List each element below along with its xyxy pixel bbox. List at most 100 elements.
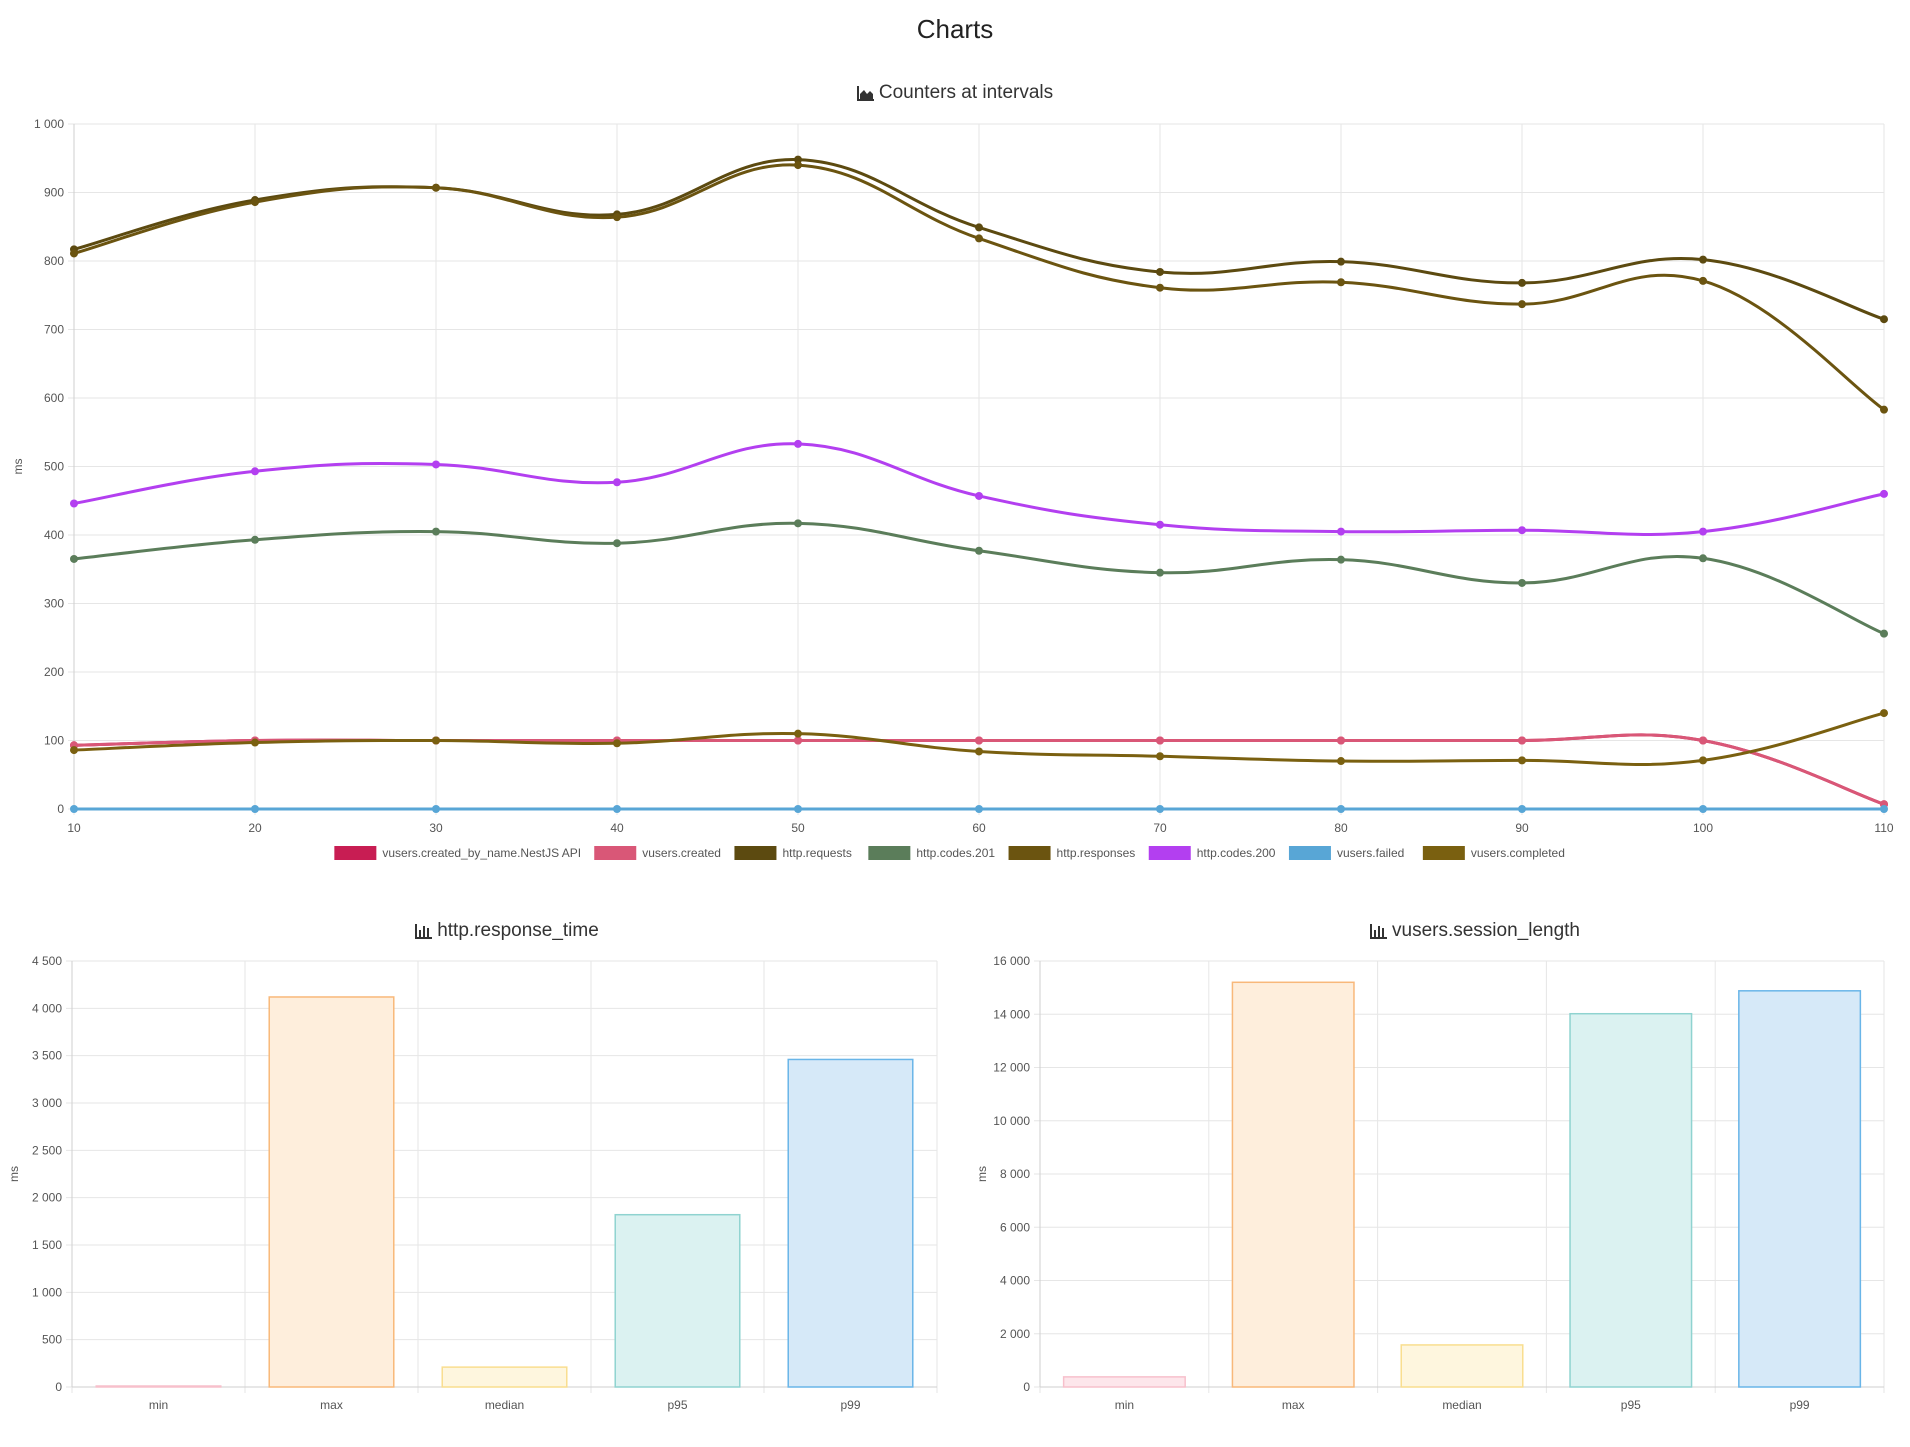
y-tick-label: 3 500 [32,1049,62,1063]
y-tick-label: 0 [57,802,64,816]
y-tick-label: 1 000 [32,1285,62,1299]
data-point [1337,555,1345,564]
legend-item[interactable]: vusers.created_by_name.NestJS API [334,846,581,860]
data-point [794,729,802,738]
bar [95,1385,222,1388]
x-tick-label: 10 [67,821,81,835]
legend-swatch [1008,846,1051,860]
data-point [1880,805,1888,813]
x-tick-label: min [1115,1398,1134,1412]
data-point [613,213,621,222]
data-point [1699,276,1707,285]
data-point [251,535,259,544]
data-point [1156,805,1164,813]
session-length-chart: 0 2 000 4 000 6 000 8 000 10 000 12 000 14 000 1… [975,954,1885,1412]
legend-label: http.codes.200 [1197,846,1276,860]
data-point [794,736,802,745]
y-tick-label: 4 000 [1000,1274,1030,1288]
data-point [1156,736,1164,745]
x-tick-label: 90 [1515,821,1529,835]
legend-swatch [594,846,637,860]
legend-label: http.responses [1057,846,1136,860]
x-tick-label: median [485,1398,524,1412]
data-point [432,527,440,536]
bar-chart-icon [415,924,433,939]
data-point [432,460,440,469]
data-point [1699,736,1707,745]
y-tick-label: 2 000 [1000,1327,1030,1341]
x-tick-label: p95 [667,1398,687,1412]
data-point [1156,568,1164,577]
legend-item[interactable]: vusers.completed [1422,846,1565,860]
data-point [70,249,78,258]
x-tick-label: 20 [248,821,262,835]
y-tick-label: 100 [44,734,64,748]
data-point [1156,267,1164,276]
y-tick-label: 10 000 [993,1114,1030,1128]
data-point [794,805,802,813]
x-tick-label: 100 [1693,821,1713,835]
data-point [613,805,621,813]
data-point [70,746,78,755]
data-point [1337,257,1345,266]
y-tick-label: 800 [44,254,64,268]
y-tick-label: 3 000 [32,1096,62,1110]
y-tick-label: 1 500 [32,1238,62,1252]
bar [1400,1344,1524,1388]
y-tick-label: 300 [44,597,64,611]
y-axis-label: ms [11,459,25,475]
counters-chart: 0 100 200 300 400 500 600 700 800 900 1 000 10 20 30 4… [11,117,1894,860]
data-point [975,491,983,500]
data-point [1518,805,1526,813]
legend-label: vusers.completed [1471,846,1565,860]
data-point [1156,752,1164,761]
data-point [432,805,440,813]
legend-item[interactable]: http.responses [1008,846,1136,860]
legend-swatch [1288,846,1331,860]
y-tick-label: 500 [44,460,64,474]
legend-item[interactable]: http.requests [734,846,852,860]
data-point [1880,405,1888,414]
data-point [975,223,983,232]
y-tick-label: 12 000 [993,1061,1030,1075]
bar [1062,1376,1186,1388]
data-point [1518,300,1526,309]
data-point [1699,527,1707,536]
legend-item[interactable]: http.codes.201 [868,846,995,860]
area-chart-icon [856,86,874,101]
data-point [1880,629,1888,638]
bar [441,1366,568,1388]
legend-item[interactable]: http.codes.200 [1148,846,1276,860]
y-tick-label: 2 500 [32,1143,62,1157]
data-point [613,478,621,487]
x-tick-label: 50 [791,821,805,835]
x-tick-label: 40 [610,821,624,835]
y-tick-label: 700 [44,323,64,337]
legend-item[interactable]: vusers.failed [1288,846,1404,860]
data-point [1518,578,1526,587]
data-point [1337,278,1345,287]
x-tick-label: 60 [972,821,986,835]
data-point [251,467,259,476]
x-tick-label: 70 [1153,821,1167,835]
y-tick-label: 1 000 [34,117,64,131]
y-tick-label: 6 000 [1000,1220,1030,1234]
data-point [975,747,983,756]
data-point [1156,283,1164,292]
y-tick-label: 16 000 [993,954,1030,968]
data-point [251,198,259,207]
data-point [1518,278,1526,287]
y-tick-label: 2 000 [32,1191,62,1205]
y-tick-label: 14 000 [993,1007,1030,1021]
data-point [70,554,78,563]
x-tick-label: min [149,1398,168,1412]
legend-item[interactable]: vusers.created [594,846,721,860]
data-point [613,739,621,748]
y-tick-label: 4 000 [32,1001,62,1015]
data-point [975,805,983,813]
y-tick-label: 600 [44,391,64,405]
data-point [70,805,78,813]
data-point [432,736,440,745]
legend-label: vusers.created_by_name.NestJS API [382,846,581,860]
data-point [794,161,802,170]
